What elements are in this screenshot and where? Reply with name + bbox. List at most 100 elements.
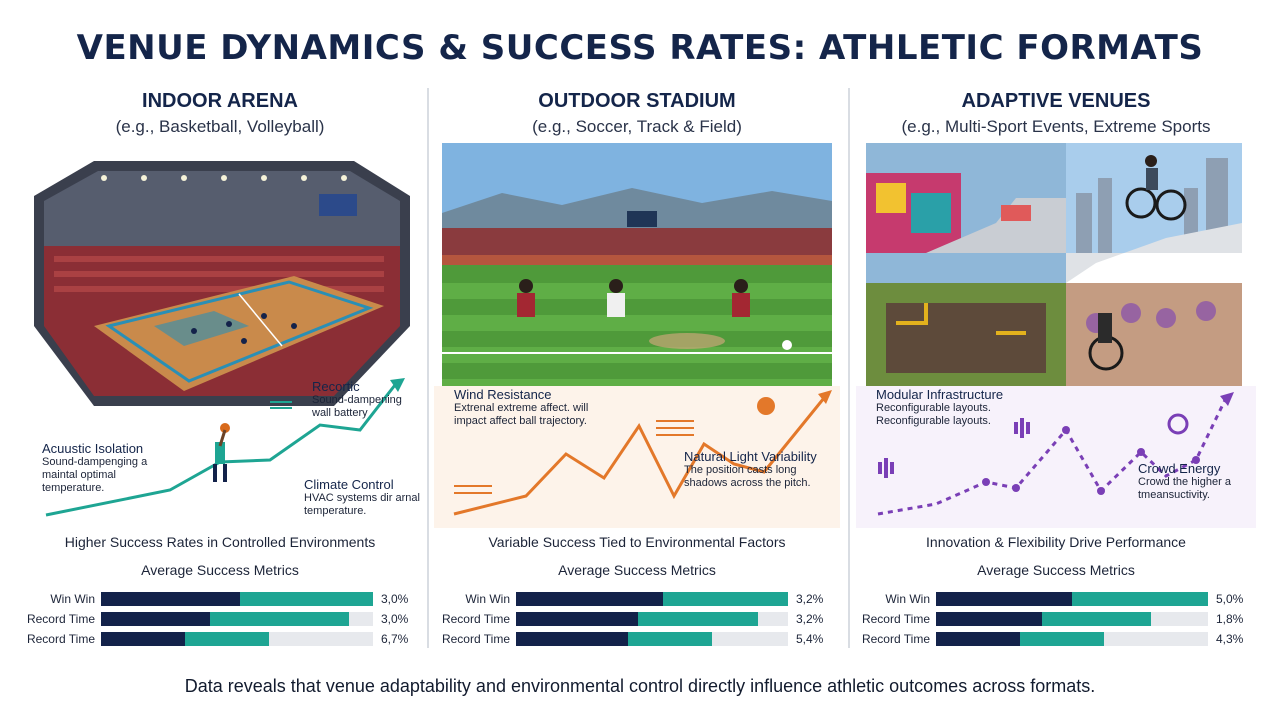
metric-bar-primary bbox=[516, 592, 663, 606]
metric-bar-secondary bbox=[185, 632, 269, 646]
footer-summary: Data reveals that venue adaptability and… bbox=[184, 676, 1096, 696]
column-subheading: (e.g., Soccer, Track & Field) bbox=[532, 117, 742, 136]
metric-track bbox=[101, 612, 373, 626]
note-text: Sound-dampenging a maintal optimal tempe… bbox=[42, 456, 148, 494]
column-heading: INDOOR ARENA bbox=[142, 90, 298, 112]
metric-label: Record Time bbox=[26, 632, 95, 646]
note-title: Wind Resistance bbox=[454, 387, 552, 402]
metric-label: Win Win bbox=[885, 592, 930, 606]
metric-bar-secondary bbox=[240, 592, 373, 606]
metric-row: Record Time 4,3% bbox=[862, 632, 1243, 646]
metrics-bars: Win Win 3,2% Record Time 3,2% Record Time 5,4… bbox=[442, 592, 823, 652]
metric-row: Win Win 3,2% bbox=[465, 592, 823, 606]
column-heading: OUTDOOR STADIUM bbox=[538, 90, 736, 112]
metric-track bbox=[516, 592, 788, 606]
column-heading: ADAPTIVE VENUES bbox=[961, 90, 1151, 112]
adaptive-trend-chart: Modular Infrastructure Reconfigurable la… bbox=[856, 386, 1256, 528]
metric-bar-primary bbox=[516, 612, 638, 626]
metric-track bbox=[936, 612, 1208, 626]
chart-note: Acuustic Isolation Sound-dampenging a ma… bbox=[42, 442, 172, 495]
metric-label: Win Win bbox=[50, 592, 95, 606]
column-subheading: (e.g., Basketball, Volleyball) bbox=[115, 117, 325, 136]
metrics-bars: Win Win 3,0% Record Time 3,0% Record Time 6,7… bbox=[27, 592, 408, 652]
note-title: Recortic bbox=[312, 379, 360, 394]
metric-bar-primary bbox=[936, 612, 1042, 626]
metric-track bbox=[516, 632, 788, 646]
metric-bar-secondary bbox=[638, 612, 758, 626]
metric-row: Win Win 5,0% bbox=[885, 592, 1243, 606]
metric-value: 5,4% bbox=[796, 632, 824, 646]
metric-value: 3,2% bbox=[796, 592, 824, 606]
chart-note: Crowd Energy Crowd the higher a tmeansuc… bbox=[1138, 462, 1256, 502]
chart-note: Recortic Sound-dampening wall battery bbox=[312, 380, 422, 420]
chart-note: Natural Light Variability The position c… bbox=[684, 450, 834, 490]
metric-bar-secondary bbox=[628, 632, 712, 646]
metrics-title: Average Success Metrics bbox=[558, 562, 716, 578]
note-text: Reconfigurable layouts. Reconfigurable l… bbox=[876, 402, 991, 427]
metric-track bbox=[516, 612, 788, 626]
note-text: Extrenal extreme affect. will impact aff… bbox=[454, 402, 589, 427]
metric-value: 3,2% bbox=[796, 612, 824, 626]
metric-label: Record Time bbox=[861, 632, 930, 646]
indoor-arena-illustration bbox=[34, 156, 410, 406]
indoor-trend-chart: Recortic Sound-dampening wall battery Ac… bbox=[20, 350, 420, 528]
note-title: Climate Control bbox=[304, 477, 394, 492]
metric-bar-primary bbox=[516, 632, 628, 646]
adaptive-venues-collage bbox=[866, 143, 1242, 401]
note-text: HVAC systems dir arnal temperature. bbox=[304, 492, 420, 517]
metric-bar-secondary bbox=[1042, 612, 1151, 626]
metric-row: Win Win 3,0% bbox=[50, 592, 408, 606]
metric-label: Record Time bbox=[861, 612, 930, 626]
metric-value: 5,0% bbox=[1216, 592, 1244, 606]
metric-bar-secondary bbox=[1020, 632, 1104, 646]
metric-value: 3,0% bbox=[381, 592, 409, 606]
note-title: Acuustic Isolation bbox=[42, 441, 144, 456]
metric-bar-primary bbox=[936, 632, 1020, 646]
column-caption: Variable Success Tied to Environmental F… bbox=[488, 534, 786, 550]
note-title: Modular Infrastructure bbox=[876, 387, 1004, 402]
column-divider bbox=[427, 88, 429, 648]
chart-note: Climate Control HVAC systems dir arnal t… bbox=[304, 478, 420, 518]
metrics-title: Average Success Metrics bbox=[141, 562, 299, 578]
note-title: Crowd Energy bbox=[1138, 461, 1221, 476]
metric-track bbox=[101, 632, 373, 646]
note-text: The position casts long shadows across t… bbox=[684, 464, 811, 489]
column-subheading: (e.g., Multi-Sport Events, Extreme Sport… bbox=[901, 117, 1211, 136]
note-title: Natural Light Variability bbox=[684, 449, 817, 464]
metric-label: Record Time bbox=[441, 612, 510, 626]
metric-bar-primary bbox=[101, 592, 240, 606]
chart-note: Wind Resistance Extrenal extreme affect.… bbox=[454, 388, 594, 428]
column-divider bbox=[848, 88, 850, 648]
metric-bar-primary bbox=[101, 612, 210, 626]
column-caption: Innovation & Flexibility Drive Performan… bbox=[926, 534, 1186, 550]
outdoor-stadium-photo bbox=[442, 143, 832, 395]
metric-bar-secondary bbox=[210, 612, 349, 626]
indoor-arena-column: INDOOR ARENA (e.g., Basketball, Volleyba… bbox=[20, 88, 420, 648]
adaptive-venues-column: ADAPTIVE VENUES (e.g., Multi-Sport Event… bbox=[856, 88, 1256, 648]
outdoor-trend-chart: Wind Resistance Extrenal extreme affect.… bbox=[434, 386, 840, 528]
metric-row: Record Time 6,7% bbox=[27, 632, 408, 646]
chart-note: Modular Infrastructure Reconfigurable la… bbox=[876, 388, 1016, 428]
metric-row: Record Time 3,2% bbox=[442, 612, 823, 626]
metric-value: 1,8% bbox=[1216, 612, 1244, 626]
metric-track bbox=[101, 592, 373, 606]
metric-value: 3,0% bbox=[381, 612, 409, 626]
metric-bar-secondary bbox=[1072, 592, 1208, 606]
metric-bar-primary bbox=[101, 632, 185, 646]
metric-value: 6,7% bbox=[381, 632, 409, 646]
metrics-bars: Win Win 5,0% Record Time 1,8% Record Time 4,3… bbox=[862, 592, 1243, 652]
outdoor-stadium-column: OUTDOOR STADIUM (e.g., Soccer, Track & F… bbox=[434, 88, 840, 648]
metrics-title: Average Success Metrics bbox=[977, 562, 1135, 578]
metric-bar-secondary bbox=[663, 592, 788, 606]
metric-track bbox=[936, 592, 1208, 606]
metric-value: 4,3% bbox=[1216, 632, 1244, 646]
metric-row: Record Time 5,4% bbox=[442, 632, 823, 646]
page-title: VENUE DYNAMICS & SUCCESS RATES: ATHLETIC… bbox=[76, 28, 1204, 68]
metric-label: Record Time bbox=[441, 632, 510, 646]
metric-track bbox=[936, 632, 1208, 646]
column-caption: Higher Success Rates in Controlled Envir… bbox=[64, 534, 376, 550]
note-text: Crowd the higher a tmeansuctivity. bbox=[1138, 476, 1231, 501]
metric-row: Record Time 1,8% bbox=[862, 612, 1243, 626]
metric-row: Record Time 3,0% bbox=[27, 612, 408, 626]
metric-label: Win Win bbox=[465, 592, 510, 606]
